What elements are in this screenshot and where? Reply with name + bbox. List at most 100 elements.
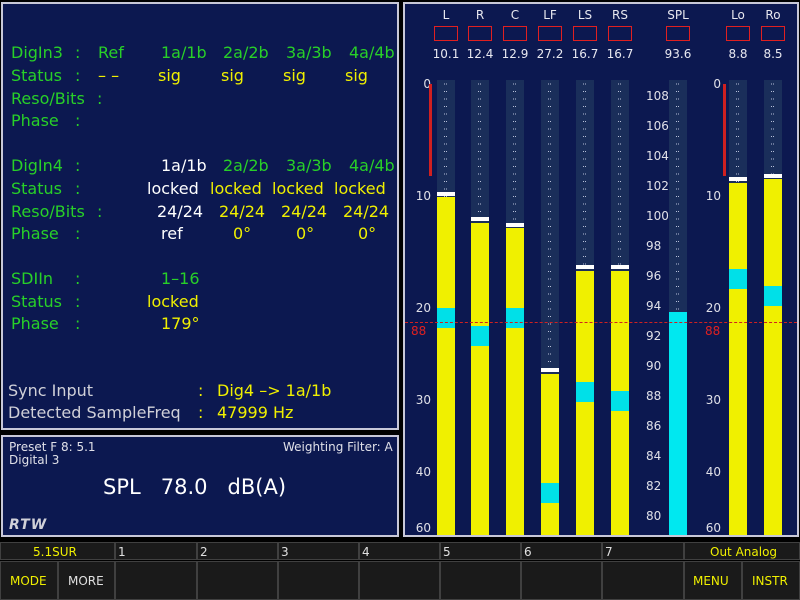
meter-column-r: [471, 80, 489, 535]
spl-scale-label: 102: [646, 179, 669, 193]
digin3-phase-label: Phase: [11, 111, 59, 130]
channel-label-c: C: [510, 8, 520, 22]
average-marker-l: [437, 308, 455, 328]
red-range-bar: [429, 84, 432, 176]
red-range-bar: [723, 84, 726, 176]
overload-indicator-rs: [608, 26, 632, 41]
softkey-empty-7[interactable]: [602, 561, 684, 600]
digin4-reso-label: Reso/Bits: [11, 202, 85, 221]
peak-value-ls: 16.7: [571, 47, 599, 61]
spl-scale-label: 92: [646, 329, 662, 343]
db-scale-right: 0: [713, 77, 721, 91]
colon: :: [75, 66, 81, 85]
level-bar-lf: [541, 374, 559, 535]
softkey-2[interactable]: 2: [197, 542, 278, 560]
meter-column-lo: [729, 80, 747, 535]
digin4-status-4: locked: [334, 179, 386, 198]
db-scale-right: 20: [705, 301, 721, 315]
peak-value-l: 10.1: [432, 47, 460, 61]
digin4-status-2: locked: [210, 179, 262, 198]
digin4-phase-label: Phase: [11, 224, 59, 243]
sdiin-label: SDIIn: [11, 269, 54, 288]
digin4-phase-3: 0°: [296, 224, 315, 243]
peak-value-lo: 8.8: [728, 47, 748, 61]
softkey-empty-1[interactable]: [115, 561, 197, 600]
menu-button[interactable]: MENU: [684, 561, 742, 600]
peak-value-c: 12.9: [501, 47, 529, 61]
colon: :: [97, 89, 103, 108]
peak-hold-ls: [576, 264, 594, 269]
spl-scale-label: 88: [646, 389, 662, 403]
sdiin-channels: 1–16: [161, 269, 200, 288]
overload-indicator-c: [503, 26, 527, 41]
colon: :: [75, 269, 81, 288]
digin4-reso-2: 24/24: [219, 202, 266, 221]
spl-scale-label: 82: [646, 479, 662, 493]
meter-column-lf: [541, 80, 559, 535]
digin4-label: DigIn4: [11, 156, 63, 175]
more-button[interactable]: MORE: [58, 561, 115, 600]
sdiin-status-label: Status: [11, 292, 62, 311]
overload-indicator-lf: [538, 26, 562, 41]
status-panel: DigIn3 : Ref 1a/1b 2a/2b 3a/3b 4a/4b Sta…: [1, 2, 399, 430]
db-scale-right: 60: [705, 521, 721, 535]
average-marker-lf: [541, 483, 559, 504]
digin3-status-4: sig: [345, 66, 368, 85]
instr-button[interactable]: INSTR: [742, 561, 800, 600]
softkey-empty-6[interactable]: [521, 561, 602, 600]
peak-hold-lf: [541, 368, 559, 373]
sdiin-phase: 179°: [161, 314, 200, 333]
spl-scale-label: 100: [646, 209, 669, 223]
sync-input-value: Dig4 –> 1a/1b: [217, 381, 332, 400]
softkey-out-analog[interactable]: Out Analog: [684, 542, 800, 560]
softkey-empty-4[interactable]: [359, 561, 440, 600]
mode-button[interactable]: MODE: [0, 561, 58, 600]
spl-scale-label: 106: [646, 119, 669, 133]
digin4-reso-3: 24/24: [281, 202, 328, 221]
spl-panel: Preset F 8: 5.1 Digital 3 Weighting Filt…: [1, 435, 399, 537]
colon: :: [75, 111, 81, 130]
softkey-3[interactable]: 3: [278, 542, 359, 560]
average-marker-rs: [611, 390, 629, 411]
softkey-4[interactable]: 4: [359, 542, 440, 560]
softkey-7[interactable]: 7: [602, 542, 684, 560]
digin4-ch1: 1a/1b: [161, 156, 207, 175]
reference-label-left: 88: [411, 323, 427, 338]
weighting-filter-label: Weighting Filter: A: [283, 440, 393, 454]
spl-scale-label: 90: [646, 359, 662, 373]
peak-value-lf: 27.2: [536, 47, 564, 61]
digin3-ch2: 2a/2b: [223, 43, 269, 62]
colon: :: [75, 156, 81, 175]
channel-label-spl: SPL: [667, 8, 689, 22]
average-marker-c: [506, 308, 524, 328]
meter-column-ro: [764, 80, 782, 535]
spl-scale-label: 80: [646, 509, 662, 523]
softkey-empty-2[interactable]: [197, 561, 278, 600]
softkey-5[interactable]: 5: [440, 542, 521, 560]
channel-label-r: R: [475, 8, 485, 22]
softkey-6[interactable]: 6: [521, 542, 602, 560]
sync-input-label: Sync Input: [8, 381, 94, 400]
softkey-empty-3[interactable]: [278, 561, 359, 600]
overload-indicator-l: [434, 26, 458, 41]
average-marker-r: [471, 326, 489, 347]
digin4-reso-4: 24/24: [343, 202, 390, 221]
meter-panel: L 10.1 R 12.4 C 12.9 LF 27.2 LS 16.7 RS 16.7 SPL 93.6…: [403, 2, 799, 537]
softkey-1[interactable]: 1: [115, 542, 197, 560]
softkey-empty-5[interactable]: [440, 561, 521, 600]
digin4-phase-1: ref: [161, 224, 183, 243]
digin3-status-ref: – –: [98, 66, 120, 85]
overload-indicator-ls: [573, 26, 597, 41]
spl-scale-label: 108: [646, 89, 669, 103]
average-marker-ls: [576, 381, 594, 402]
sdiin-status: locked: [147, 292, 199, 311]
digin3-status-3: sig: [283, 66, 306, 85]
peak-hold-r: [471, 216, 489, 221]
reference-line: [405, 321, 797, 323]
softkey-preset[interactable]: 5.1SUR: [0, 542, 115, 560]
digin3-ch1: 1a/1b: [161, 43, 207, 62]
digin4-status-label: Status: [11, 179, 62, 198]
colon: :: [75, 224, 81, 243]
average-marker-ro: [764, 285, 782, 306]
sdiin-phase-label: Phase: [11, 314, 59, 333]
